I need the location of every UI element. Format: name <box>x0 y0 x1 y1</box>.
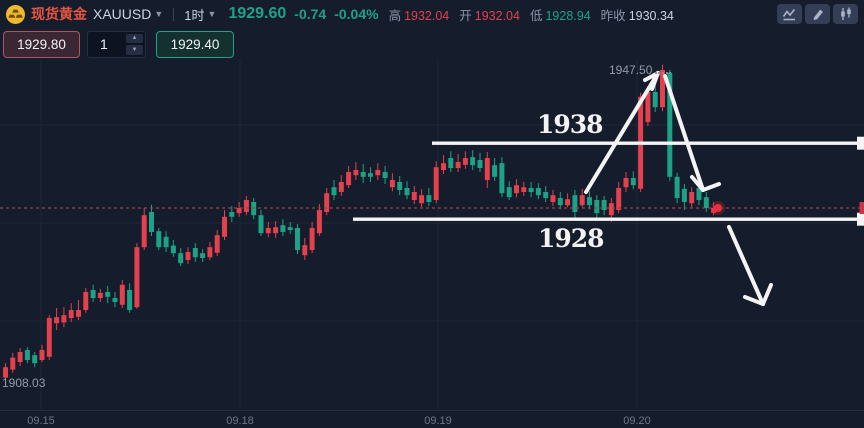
timeframe-label: 1时 <box>184 7 205 23</box>
price-change: -0.74 <box>294 6 327 22</box>
chart-tools <box>777 4 858 24</box>
symbol-selector[interactable]: 现货黄金 XAUUSD ▼ <box>25 4 163 24</box>
stat-prev-close: 昨收 1930.34 <box>600 8 674 23</box>
quantity-value[interactable]: 1 <box>100 36 108 52</box>
time-tick: 09.19 <box>424 415 452 427</box>
time-tick: 09.18 <box>226 415 254 427</box>
topbar: 现货黄金 XAUUSD ▼ 1时 ▼ 1929.60 -0.74 -0.04% … <box>0 0 864 28</box>
indicator-button[interactable] <box>777 4 802 24</box>
price-change-pct: -0.04% <box>334 6 379 22</box>
buy-price-button[interactable]: 1929.40 <box>156 30 234 58</box>
last-price: 1929.60 <box>228 5 287 22</box>
draw-button[interactable] <box>805 4 830 24</box>
stat-low: 低 1928.94 <box>529 8 591 23</box>
time-tick: 09.20 <box>623 415 651 427</box>
stat-open: 开 1932.04 <box>459 8 520 23</box>
symbol-name-cn: 现货黄金 <box>31 6 87 22</box>
quantity-increase-button[interactable]: ▲ <box>126 33 143 43</box>
gold-coin-icon <box>6 4 25 24</box>
quantity-stepper[interactable]: 1 ▲ ▼ <box>87 30 146 58</box>
resistance-level-label: 1938 <box>537 110 604 139</box>
peak-price-label: 1947.50 <box>609 63 653 77</box>
sell-price-button[interactable]: 1929.80 <box>3 30 80 58</box>
low-price-label: 1908.03 <box>2 376 46 390</box>
pencil-icon <box>813 9 823 20</box>
divider <box>173 7 175 21</box>
time-axis: 09.15 09.18 09.19 09.20 <box>0 410 864 428</box>
chevron-down-icon: ▼ <box>207 9 217 19</box>
timeframe-selector[interactable]: 1时 ▼ <box>184 5 216 24</box>
candlestick-chart[interactable] <box>0 60 864 410</box>
symbol-code: XAUUSD <box>93 6 152 22</box>
stat-high: 高 1932.04 <box>388 8 450 23</box>
chart-area: 1938 1928 1947.50 1908.03 <box>0 60 864 410</box>
chevron-down-icon: ▼ <box>154 9 164 19</box>
support-level-label: 1928 <box>538 224 605 253</box>
peak-label-tail <box>655 72 671 74</box>
indicator-icon <box>782 8 796 20</box>
chart-type-button[interactable] <box>833 4 858 24</box>
candlestick-icon <box>840 7 851 20</box>
quantity-decrease-button[interactable]: ▼ <box>126 45 143 55</box>
time-tick: 09.15 <box>27 415 55 427</box>
stepper-arrows: ▲ ▼ <box>126 33 143 55</box>
trade-row: 1929.80 1 ▲ ▼ 1929.40 <box>0 28 864 60</box>
